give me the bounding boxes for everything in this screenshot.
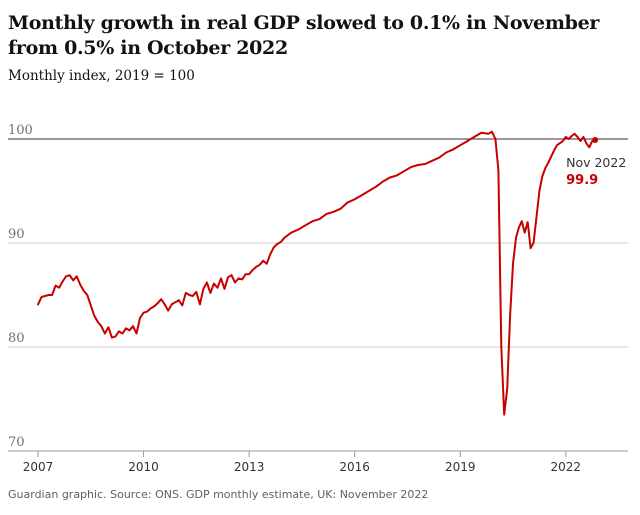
annotation-layer: Nov 2022 99.9 [566,155,626,188]
x-tick-label-2010: 2010 [128,460,159,474]
annotation-date: Nov 2022 [566,155,626,170]
y-tick-label-100: 100 [8,123,33,138]
x-axis: 2007 2010 2013 2016 2019 2022 [8,450,628,474]
last-point-marker [592,137,599,144]
y-axis-ticks: 70 80 90 100 [8,123,33,450]
annotation-value: 99.9 [566,173,598,188]
x-tick-label-2007: 2007 [23,460,54,474]
x-tick-label-2019: 2019 [445,460,476,474]
y-tick-label-70: 70 [8,435,25,450]
y-tick-label-80: 80 [8,331,25,346]
x-tick-label-2013: 2013 [234,460,265,474]
chart-title: Monthly growth in real GDP slowed to 0.1… [8,12,600,59]
y-tick-label-90: 90 [8,227,25,242]
x-tick-label-2016: 2016 [339,460,370,474]
source-footer: Guardian graphic. Source: ONS. GDP month… [8,488,429,501]
x-tick-label-2022: 2022 [551,460,582,474]
grid-lines [8,138,628,348]
series-line-0 [37,130,597,416]
series-layer [37,130,599,416]
chart-subtitle: Monthly index, 2019 = 100 [8,68,195,84]
